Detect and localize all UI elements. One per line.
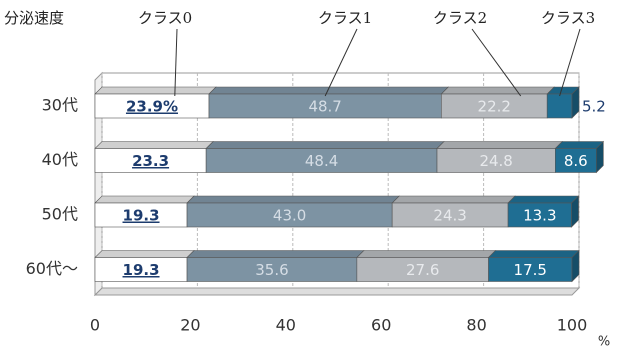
bar-top — [356, 250, 497, 258]
bar-side — [571, 195, 579, 228]
bar-top — [94, 86, 217, 95]
bar — [436, 148, 556, 173]
value-label: 48.7 — [308, 98, 341, 116]
bar — [94, 93, 210, 119]
bar-side — [571, 249, 580, 283]
x-tick-label: 80 — [466, 316, 486, 335]
bar-top — [94, 195, 195, 204]
value-label: 23.9% — [126, 98, 178, 116]
value-label: 24.3 — [433, 207, 466, 225]
legend-label: クラス1 — [318, 9, 372, 27]
x-tick-label: 60 — [371, 316, 391, 335]
value-label: 8.6 — [564, 152, 588, 170]
x-unit: % — [598, 335, 610, 350]
value-label: 48.4 — [305, 152, 338, 170]
bar — [507, 202, 572, 228]
value-label: 35.6 — [255, 261, 288, 279]
category-label: 30代 — [42, 96, 78, 115]
category-label: 60代〜 — [26, 259, 78, 278]
bar-top — [507, 195, 580, 204]
leader-line — [324, 28, 358, 97]
bar — [208, 93, 442, 119]
value-label: 19.3 — [123, 261, 160, 279]
plot-floor — [93, 287, 581, 296]
value-label: 19.3 — [123, 207, 160, 225]
x-tick-label: 100 — [557, 316, 588, 335]
bar — [488, 257, 573, 282]
bar-top — [94, 250, 195, 258]
bar-top — [487, 250, 580, 258]
bar — [186, 202, 393, 228]
bar — [391, 202, 509, 228]
legend-title: 分泌速度 — [4, 9, 64, 27]
bar-top — [94, 141, 214, 149]
x-tick-label: 20 — [180, 316, 200, 335]
category-label: 50代 — [42, 205, 78, 224]
value-label: 23.3 — [132, 152, 169, 170]
leader-line — [559, 28, 581, 97]
legend-label: クラス3 — [541, 9, 595, 27]
bar-side — [596, 140, 604, 174]
value-label: 5.2 — [582, 98, 606, 116]
value-label: 43.0 — [273, 207, 306, 225]
bar-top — [186, 250, 365, 258]
bar — [94, 148, 207, 173]
leader-line — [471, 28, 522, 97]
bar — [94, 257, 188, 282]
x-tick-label: 40 — [276, 316, 296, 335]
bar — [205, 148, 438, 173]
value-label: 17.5 — [514, 261, 547, 279]
bar-top — [440, 86, 555, 95]
legend-label: クラス0 — [138, 9, 192, 27]
bar-top — [436, 141, 564, 149]
x-tick-label: 0 — [90, 316, 100, 335]
bar-top — [554, 141, 605, 149]
value-label: 24.8 — [479, 152, 512, 170]
legend-label: クラス2 — [433, 9, 487, 27]
value-label: 27.6 — [406, 261, 439, 279]
bar — [546, 93, 573, 119]
leader-line — [174, 28, 178, 97]
category-label: 40代 — [42, 150, 78, 169]
bar — [441, 93, 548, 119]
bar-side — [571, 86, 580, 119]
value-label: 13.3 — [523, 207, 556, 225]
value-label: 22.2 — [478, 98, 511, 116]
bar-top — [186, 195, 400, 204]
bar — [186, 257, 358, 282]
bar — [356, 257, 489, 282]
bar-top — [391, 195, 516, 204]
bar — [94, 202, 188, 228]
bar-top — [205, 141, 445, 149]
